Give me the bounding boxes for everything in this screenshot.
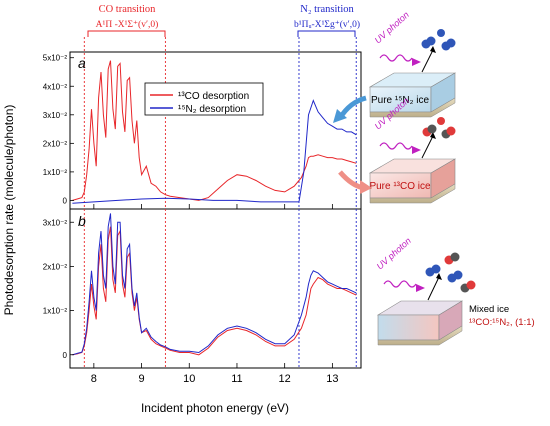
schematic-mixed: Mixed ice ¹³CO:¹⁵N₂, (1:1) UV photon (375, 236, 535, 346)
co-molecule-2d (446, 126, 456, 136)
n2-transition-sub: b¹Πᵤ-X¹Σg⁺(v′,0) (294, 19, 360, 30)
x-tick-label-1: 9 (138, 373, 144, 385)
legend-box (144, 82, 264, 116)
desorb-arrow-2 (421, 135, 434, 159)
series-b-co-line (72, 226, 357, 356)
legend-n2-label: ¹⁵N₂ desorption (178, 104, 246, 115)
x-axis-label: Incident photon energy (eV) (141, 401, 289, 415)
series-a-co-line (72, 60, 357, 201)
panel-a-series (72, 60, 357, 204)
mix-molecule-3d (450, 252, 460, 262)
series-a-n2-line (72, 99, 357, 204)
panel-b-ticks: 0 1x10⁻² 2x10⁻² 3x10⁻² (43, 218, 74, 360)
desorb-arrowhead-1 (430, 46, 436, 53)
arrowhead-n2-to-plot (333, 109, 347, 123)
co-transition-sub: A¹Π -X¹Σ⁺(v′,0) (96, 19, 159, 30)
x-tick-label-2: 10 (183, 373, 195, 385)
panel-b-series (72, 213, 357, 356)
uv-wave-3 (383, 280, 417, 288)
panel-a-ticks: 0 1x10⁻² 2x10⁻² 3x10⁻² 4x10⁻² 5x10⁻² (43, 54, 74, 205)
desorb-arrow-1 (421, 49, 434, 73)
x-ticks: 8 9 10 11 12 13 (91, 204, 339, 385)
desorb-arrow-3 (427, 276, 440, 301)
legend-co-label: ¹³CO desorption (178, 91, 249, 102)
y-tick-label-a-3: 3x10⁻² (43, 111, 68, 120)
y-tick-label-b-3: 3x10⁻² (43, 218, 68, 227)
panel-b-frame (69, 208, 362, 369)
uv-label-3: UV photon (375, 236, 413, 272)
y-tick-label-b-0: 0 (63, 351, 68, 360)
desorb-arrowhead-3 (436, 273, 442, 280)
panel-b-label: b (78, 213, 86, 229)
box2-base (369, 183, 456, 204)
mix-molecule-3f (453, 270, 463, 280)
box3-label-line2: ¹³CO:¹⁵N₂, (1:1) (469, 317, 535, 328)
box1-base (369, 97, 456, 118)
y-tick-label-a-2: 2x10⁻² (43, 139, 68, 148)
y-tick-label-b-2: 2x10⁻² (43, 262, 68, 271)
n2-molecule-1b (426, 36, 436, 46)
box1-label: Pure ¹⁵N₂ ice (371, 95, 429, 106)
co-molecule-2e (437, 117, 445, 125)
box3-front (377, 314, 440, 341)
box3-base (377, 325, 463, 346)
y-tick-label-a-5: 5x10⁻² (43, 54, 68, 63)
uv-label-1: UV photon (373, 10, 411, 46)
mix-molecule-3h (466, 280, 476, 290)
panel-a-label: a (78, 55, 86, 71)
series-b-n2-line (72, 213, 357, 356)
desorb-arrowhead-2 (430, 132, 436, 139)
x-tick-label-0: 8 (91, 373, 97, 385)
n2-molecule-1d (446, 38, 456, 48)
mix-molecule-3b (431, 264, 441, 274)
uv-wave-2 (379, 142, 413, 150)
box3-label-line1: Mixed ice (469, 304, 509, 315)
uv-wave-1 (379, 54, 413, 62)
n2-transition-title: N₂ transition (300, 4, 354, 15)
x-tick-label-4: 12 (279, 373, 291, 385)
x-tick-label-5: 13 (326, 373, 338, 385)
uv-arrow-3 (416, 284, 425, 292)
uv-arrow-2 (412, 146, 421, 154)
co-molecule-2b (427, 124, 437, 134)
co-transition-title: CO transition (99, 4, 157, 15)
arrowhead-co-to-plot (360, 180, 372, 194)
y-tick-label-a-0: 0 (63, 196, 68, 205)
y-tick-label-a-1: 1x10⁻² (43, 168, 68, 177)
co-transition-bracket (87, 30, 166, 37)
y-tick-label-b-1: 1x10⁻² (43, 307, 68, 316)
box2-label: Pure ¹³CO ice (369, 181, 431, 192)
x-tick-label-3: 11 (231, 373, 242, 385)
uv-arrow-1 (412, 58, 421, 66)
y-tick-label-a-4: 4x10⁻² (43, 82, 68, 91)
n2-transition-bracket (297, 30, 356, 37)
n2-molecule-1e (437, 29, 445, 37)
schematic-pure-n2: Pure ¹⁵N₂ ice UV photon (368, 10, 457, 118)
arrow-n2-to-plot (337, 95, 367, 120)
panel-a-frame (69, 51, 362, 210)
y-axis-label: Photodesorption rate (molecule/photon) (2, 105, 16, 316)
